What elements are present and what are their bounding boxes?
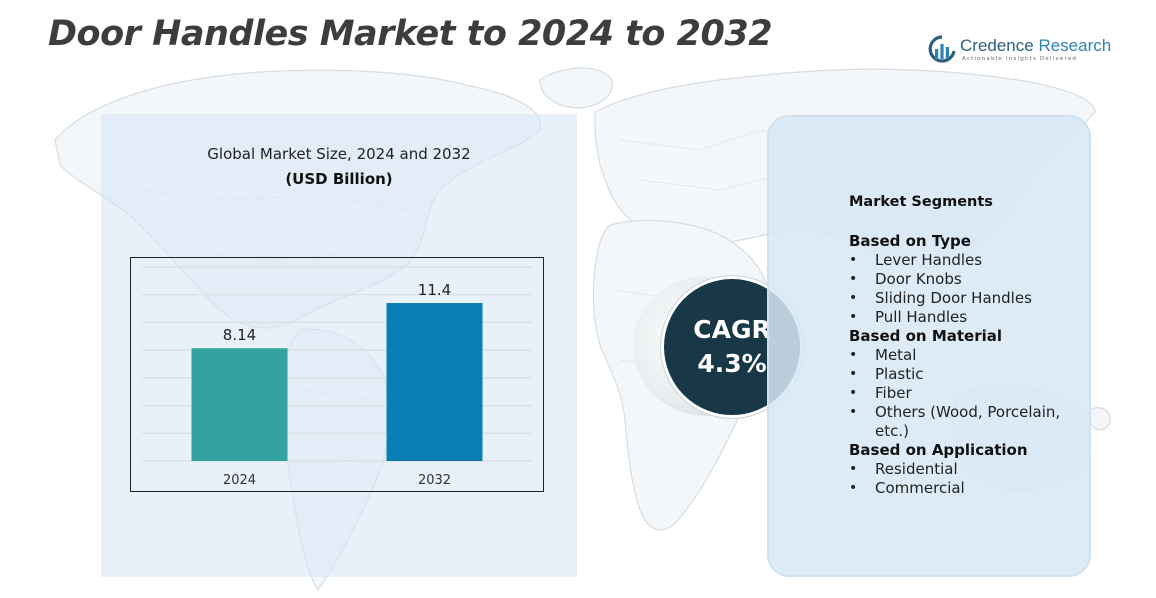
segment-list-type: Lever Handles Door Knobs Sliding Door Ha…: [849, 251, 1089, 327]
market-segments-content: Market Segments Based on Type Lever Hand…: [849, 193, 1089, 498]
credence-research-logo: Credence Research Actionable Insights De…: [928, 34, 1118, 68]
segment-item: Fiber: [849, 384, 1089, 403]
segment-item: Others (Wood, Porcelain, etc.): [849, 403, 1089, 441]
chart-title: Global Market Size, 2024 and 2032: [207, 145, 471, 163]
logo-name-part1: Credence: [960, 36, 1034, 55]
segment-heading-type: Based on Type: [849, 232, 971, 250]
data-label-2032: 11.4: [418, 281, 451, 299]
plot-frame: [130, 257, 544, 492]
logo-name-part2: Research: [1038, 36, 1112, 55]
segment-item: Lever Handles: [849, 251, 1089, 270]
segment-item: Pull Handles: [849, 308, 1089, 327]
segment-item: Residential: [849, 460, 1089, 479]
segment-item: Plastic: [849, 365, 1089, 384]
credence-logo-icon: [928, 35, 956, 63]
segment-heading-material: Based on Material: [849, 327, 1003, 345]
segment-item: Door Knobs: [849, 270, 1089, 289]
logo-name: Credence Research: [960, 36, 1111, 56]
cagr-value: 4.3%: [697, 349, 767, 378]
segments-title: Market Segments: [849, 194, 993, 210]
segment-item: Metal: [849, 346, 1089, 365]
x-tick-label-2024: 2024: [223, 473, 256, 488]
segment-list-material: Metal Plastic Fiber Others (Wood, Porcel…: [849, 346, 1089, 441]
x-tick-label-2032: 2032: [418, 473, 451, 488]
logo-tagline: Actionable Insights Delivered: [962, 56, 1078, 62]
chart-panel: Global Market Size, 2024 and 2032 (USD B…: [101, 114, 577, 577]
cagr-label: CAGR: [693, 315, 771, 344]
page-title: Door Handles Market to 2024 to 2032: [48, 14, 773, 54]
bar-2024: [191, 348, 288, 461]
segment-heading-application: Based on Application: [849, 441, 1028, 459]
chart-unit: (USD Billion): [285, 170, 393, 188]
segment-list-application: Residential Commercial: [849, 460, 1089, 498]
bar-2032: [386, 303, 483, 461]
segment-item: Sliding Door Handles: [849, 289, 1089, 308]
data-label-2024: 8.14: [223, 326, 256, 344]
segment-item: Commercial: [849, 479, 1089, 498]
bar-chart: 8.14 2024 11.4 2032: [142, 266, 532, 488]
